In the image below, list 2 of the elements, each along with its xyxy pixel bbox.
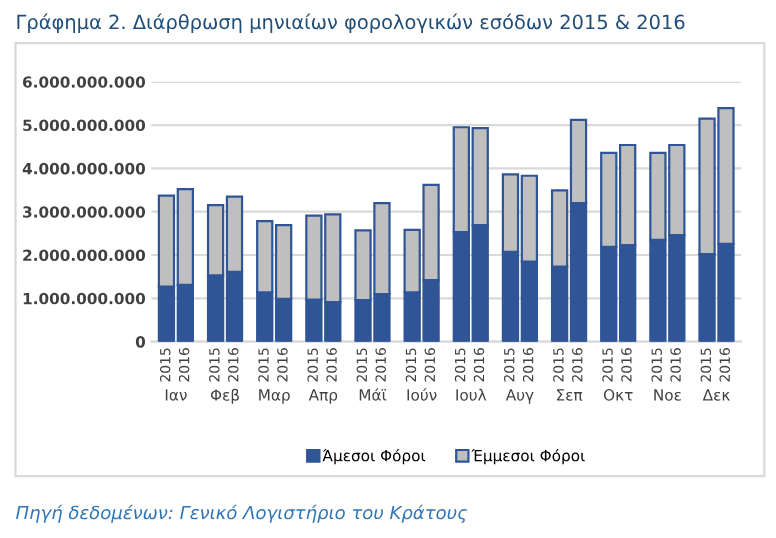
- chart-title: Γράφημα 2. Διάρθρωση μηνιαίων φορολογικών εσόδων 2015 & 2016: [17, 13, 685, 34]
- text: Πηγή δεδομένων: Γενικό Λογιστήριο του Κράτους: [16, 504, 468, 523]
